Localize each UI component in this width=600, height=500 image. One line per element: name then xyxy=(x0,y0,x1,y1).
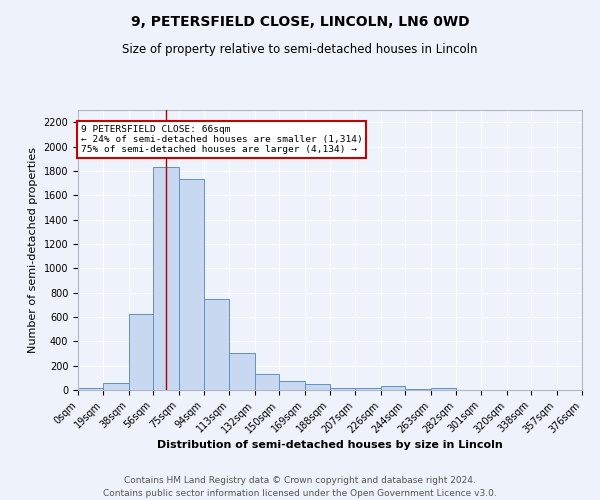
Bar xyxy=(431,388,456,390)
Bar xyxy=(204,300,229,390)
Text: Contains HM Land Registry data © Crown copyright and database right 2024.
Contai: Contains HM Land Registry data © Crown c… xyxy=(103,476,497,498)
Bar xyxy=(279,382,305,390)
Bar xyxy=(405,389,431,390)
Bar xyxy=(78,388,103,390)
Bar xyxy=(129,314,153,390)
Bar xyxy=(179,180,204,390)
Bar xyxy=(153,167,179,390)
Bar xyxy=(103,382,129,390)
Bar xyxy=(229,353,255,390)
X-axis label: Distribution of semi-detached houses by size in Lincoln: Distribution of semi-detached houses by … xyxy=(157,440,503,450)
Text: 9 PETERSFIELD CLOSE: 66sqm
← 24% of semi-detached houses are smaller (1,314)
75%: 9 PETERSFIELD CLOSE: 66sqm ← 24% of semi… xyxy=(80,124,362,154)
Bar xyxy=(381,386,405,390)
Bar xyxy=(305,384,330,390)
Bar xyxy=(330,388,355,390)
Text: Size of property relative to semi-detached houses in Lincoln: Size of property relative to semi-detach… xyxy=(122,42,478,56)
Text: 9, PETERSFIELD CLOSE, LINCOLN, LN6 0WD: 9, PETERSFIELD CLOSE, LINCOLN, LN6 0WD xyxy=(131,15,469,29)
Bar xyxy=(255,374,279,390)
Y-axis label: Number of semi-detached properties: Number of semi-detached properties xyxy=(28,147,38,353)
Bar xyxy=(355,388,381,390)
